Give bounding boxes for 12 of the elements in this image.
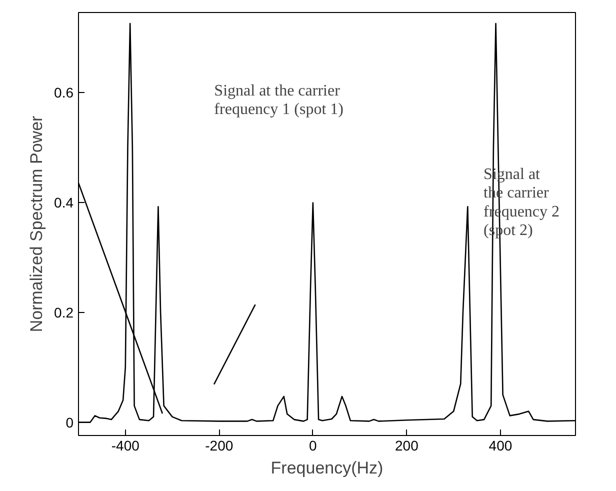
y-tick-label: 0 xyxy=(66,414,74,430)
y-tick-label: 0.4 xyxy=(54,194,74,210)
y-axis-title: Normalized Spectrum Power xyxy=(27,115,46,332)
x-tick-label: 400 xyxy=(488,438,512,454)
x-tick-label: -400 xyxy=(111,438,140,454)
x-axis-title: Frequency(Hz) xyxy=(270,458,384,478)
x-tick-label: 200 xyxy=(395,438,419,454)
x-tick-label: -200 xyxy=(205,438,234,454)
annotation: Signal at the carrier frequency 1 (spot 1) xyxy=(214,82,344,118)
y-tick-label: 0.6 xyxy=(54,84,74,100)
y-tick-label: 0.2 xyxy=(54,304,74,320)
x-tick-label: 0 xyxy=(309,438,318,454)
